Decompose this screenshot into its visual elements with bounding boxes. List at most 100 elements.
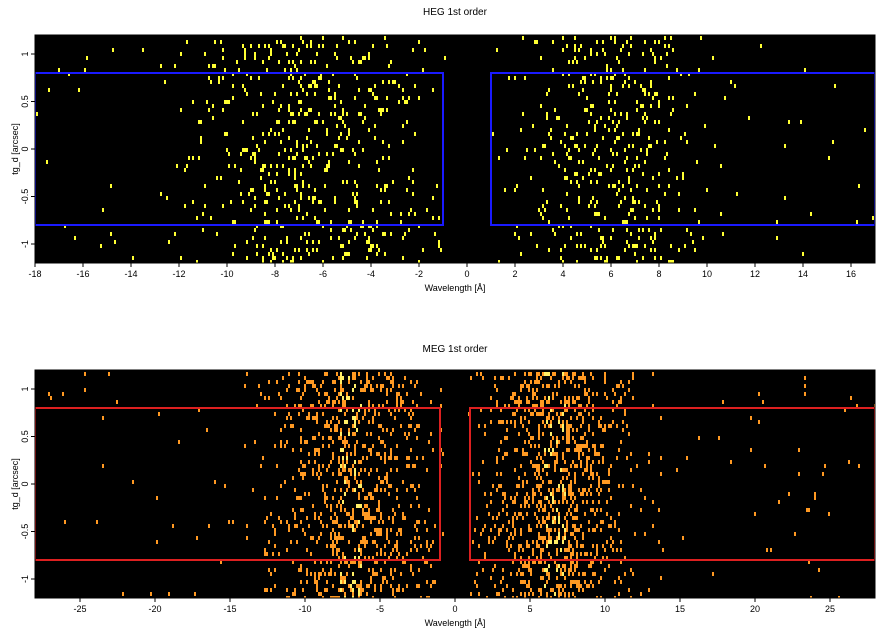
meg-event-pixel [362, 536, 364, 540]
meg-event-pixel [600, 520, 602, 524]
heg-event-pixel [390, 60, 392, 64]
heg-event-pixel [342, 120, 344, 124]
meg-event-pixel [552, 448, 554, 452]
meg-event-pixel [382, 520, 384, 524]
meg-event-pixel [536, 524, 538, 528]
heg-event-pixel [356, 232, 358, 236]
meg-event-pixel [576, 528, 578, 532]
meg-event-pixel [586, 392, 588, 396]
heg-event-pixel [652, 176, 654, 180]
heg-event-pixel [328, 160, 330, 164]
meg-event-pixel [500, 472, 502, 476]
meg-event-pixel [370, 432, 372, 436]
heg-event-pixel [578, 196, 580, 200]
heg-event-pixel [372, 208, 374, 212]
meg-event-pixel [660, 456, 662, 460]
meg-event-pixel [384, 452, 386, 456]
meg-event-pixel [360, 380, 362, 384]
meg-event-pixel [582, 436, 584, 440]
meg-event-pixel [276, 380, 278, 384]
meg-event-pixel [542, 508, 544, 512]
meg-event-pixel [214, 480, 216, 484]
meg-event-pixel [498, 532, 500, 536]
meg-event-pixel [374, 584, 376, 588]
meg-event-pixel [592, 500, 594, 504]
meg-event-pixel [324, 572, 326, 576]
meg-event-pixel [568, 540, 570, 544]
meg-event-pixel [382, 384, 384, 388]
meg-event-pixel [426, 544, 428, 548]
heg-event-pixel [398, 84, 400, 88]
meg-event-pixel [750, 448, 752, 452]
meg-event-pixel [370, 580, 372, 584]
meg-event-pixel [502, 500, 504, 504]
meg-event-pixel [562, 500, 564, 504]
heg-event-pixel [192, 100, 194, 104]
meg-event-pixel [578, 404, 580, 408]
meg-event-pixel [608, 424, 610, 428]
meg-event-pixel [388, 516, 390, 520]
meg-event-pixel [520, 512, 522, 516]
meg-event-pixel [512, 412, 514, 416]
heg-event-pixel [602, 136, 604, 140]
heg-event-pixel [292, 60, 294, 64]
meg-event-pixel [338, 500, 340, 504]
heg-event-pixel [48, 88, 50, 92]
heg-event-pixel [574, 44, 576, 48]
heg-event-pixel [646, 216, 648, 220]
meg-event-pixel [566, 400, 568, 404]
heg-event-pixel [58, 68, 60, 72]
meg-event-pixel [324, 392, 326, 396]
heg-event-pixel [356, 204, 358, 208]
meg-event-pixel [590, 564, 592, 568]
heg-event-pixel [408, 228, 410, 232]
meg-event-pixel [558, 588, 560, 592]
meg-event-pixel [396, 496, 398, 500]
meg-event-pixel [328, 464, 330, 468]
heg-event-pixel [356, 200, 358, 204]
heg-event-pixel [342, 180, 344, 184]
meg-event-pixel [578, 572, 580, 576]
heg-event-pixel [564, 168, 566, 172]
meg-event-pixel [570, 480, 572, 484]
heg-event-pixel [406, 100, 408, 104]
heg-event-pixel [276, 248, 278, 252]
meg-event-pixel [330, 504, 332, 508]
meg-event-pixel [288, 384, 290, 388]
meg-event-pixel [546, 540, 548, 544]
heg-event-pixel [232, 84, 234, 88]
meg-event-pixel [540, 404, 542, 408]
heg-event-pixel [274, 180, 276, 184]
meg-event-pixel [340, 496, 342, 500]
meg-event-pixel [488, 540, 490, 544]
meg-event-pixel [618, 512, 620, 516]
meg-event-pixel [580, 544, 582, 548]
meg-event-pixel [394, 596, 396, 598]
meg-event-pixel [610, 516, 612, 520]
meg-event-pixel [314, 512, 316, 516]
meg-event-pixel [320, 532, 322, 536]
heg-event-pixel [560, 140, 562, 144]
heg-event-pixel [352, 60, 354, 64]
meg-event-pixel [722, 400, 724, 404]
meg-event-pixel [520, 544, 522, 548]
heg-x-tick-label: 12 [750, 269, 760, 279]
meg-event-pixel [338, 532, 340, 536]
heg-event-pixel [552, 152, 554, 156]
heg-event-pixel [566, 192, 568, 196]
heg-event-pixel [274, 132, 276, 136]
meg-event-pixel [348, 396, 350, 400]
meg-event-pixel [336, 596, 338, 598]
heg-event-pixel [296, 92, 298, 96]
meg-event-pixel [582, 452, 584, 456]
meg-event-pixel [548, 488, 550, 492]
meg-event-pixel [364, 408, 366, 412]
heg-event-pixel [36, 112, 38, 116]
meg-event-pixel [340, 588, 342, 592]
heg-event-pixel [228, 152, 230, 156]
heg-event-pixel [222, 204, 224, 208]
heg-event-pixel [654, 248, 656, 252]
meg-event-pixel [310, 572, 312, 576]
meg-event-pixel [576, 416, 578, 420]
meg-event-pixel [574, 580, 576, 584]
